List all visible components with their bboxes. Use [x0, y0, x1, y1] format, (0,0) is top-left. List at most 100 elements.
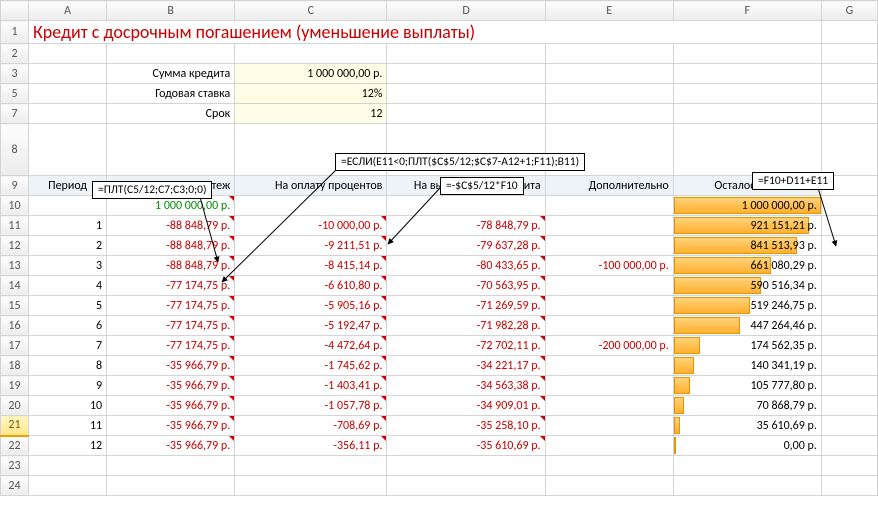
col-header-D[interactable]: D [387, 1, 545, 21]
cell-interest[interactable]: -10 000,00 р. [235, 216, 387, 236]
cell-payment[interactable]: -88 848,79 р. [107, 216, 235, 236]
cell-payment[interactable]: -77 174,75 р. [107, 336, 235, 356]
cell-period[interactable]: 9 [29, 376, 107, 396]
row-header-21[interactable]: 21 [1, 416, 29, 436]
cell[interactable] [673, 124, 821, 176]
cell[interactable] [387, 84, 545, 104]
cell-remaining[interactable]: 105 777,80 р. [673, 376, 821, 396]
cell[interactable] [387, 64, 545, 84]
cell-principal[interactable]: -80 433,65 р. [387, 256, 545, 276]
cell[interactable] [821, 124, 877, 176]
cell-period[interactable]: 10 [29, 396, 107, 416]
cell-period[interactable]: 1 [29, 216, 107, 236]
cell[interactable] [545, 476, 673, 496]
spreadsheet-grid[interactable]: A B C D E F G 1Кредит с досрочным погаше… [0, 0, 878, 496]
cell[interactable] [29, 124, 107, 176]
col-header-E[interactable]: E [545, 1, 673, 21]
cell[interactable] [545, 64, 673, 84]
cell[interactable] [673, 104, 821, 124]
cell-remaining[interactable]: 70 868,79 р. [673, 396, 821, 416]
cell-extra[interactable] [545, 236, 673, 256]
cell[interactable] [821, 64, 877, 84]
cell-period[interactable]: 5 [29, 296, 107, 316]
cell-payment[interactable]: -77 174,75 р. [107, 316, 235, 336]
col-header-A[interactable]: A [29, 1, 107, 21]
cell-remaining[interactable]: 519 246,75 р. [673, 296, 821, 316]
row-header-11[interactable]: 11 [1, 216, 29, 236]
cell-payment[interactable]: -35 966,79 р. [107, 396, 235, 416]
cell-extra[interactable]: -100 000,00 р. [545, 256, 673, 276]
cell-payment[interactable]: -35 966,79 р. [107, 376, 235, 396]
cell-extra[interactable] [545, 396, 673, 416]
cell-interest[interactable]: -6 610,80 р. [235, 276, 387, 296]
cell-interest[interactable]: -356,11 р. [235, 436, 387, 456]
cell-interest[interactable]: -5 192,47 р. [235, 316, 387, 336]
row-header-10[interactable]: 10 [1, 196, 29, 216]
row-header-2[interactable]: 2 [1, 44, 29, 64]
cell[interactable] [29, 44, 107, 64]
row-header-19[interactable]: 19 [1, 376, 29, 396]
cell-interest[interactable]: -1 057,78 р. [235, 396, 387, 416]
cell[interactable] [821, 44, 877, 64]
row-header-8[interactable]: 8 [1, 124, 29, 176]
row-header-23[interactable]: 23 [1, 456, 29, 476]
col-header-F[interactable]: F [673, 1, 821, 21]
cell[interactable] [387, 456, 545, 476]
cell-period[interactable]: 6 [29, 316, 107, 336]
sheet-title[interactable]: Кредит с досрочным погашением (уменьшени… [29, 21, 822, 44]
cell[interactable] [387, 104, 545, 124]
cell-remaining[interactable]: 447 264,46 р. [673, 316, 821, 336]
cell[interactable] [673, 476, 821, 496]
cell-extra[interactable] [545, 216, 673, 236]
cell-interest[interactable]: -1 745,62 р. [235, 356, 387, 376]
cell-principal[interactable]: -35 610,69 р. [387, 436, 545, 456]
cell-extra[interactable] [545, 296, 673, 316]
row-header-22[interactable]: 22 [1, 436, 29, 456]
cell-payment[interactable]: -35 966,79 р. [107, 436, 235, 456]
cell-principal[interactable]: -71 269,59 р. [387, 296, 545, 316]
cell-period[interactable]: 11 [29, 416, 107, 436]
cell[interactable] [821, 84, 877, 104]
cell-remaining[interactable]: 174 562,35 р. [673, 336, 821, 356]
cell-remaining[interactable]: 35 610,69 р. [673, 416, 821, 436]
cell[interactable] [821, 476, 877, 496]
cell-extra[interactable] [545, 436, 673, 456]
cell-remaining[interactable]: 590 516,34 р. [673, 276, 821, 296]
cell[interactable] [107, 476, 235, 496]
cell[interactable] [235, 44, 387, 64]
cell[interactable] [821, 104, 877, 124]
cell-extra[interactable] [545, 376, 673, 396]
row-header-24[interactable]: 24 [1, 476, 29, 496]
cell[interactable] [235, 456, 387, 476]
cell-period[interactable]: 8 [29, 356, 107, 376]
row-header-1[interactable]: 1 [1, 21, 29, 44]
cell-interest[interactable]: -1 403,41 р. [235, 376, 387, 396]
cell[interactable] [821, 456, 877, 476]
input-term[interactable]: 12 [235, 104, 387, 124]
input-sum[interactable]: 1 000 000,00 р. [235, 64, 387, 84]
cell[interactable] [387, 476, 545, 496]
cell[interactable] [673, 84, 821, 104]
cell[interactable] [29, 456, 107, 476]
cell[interactable] [545, 44, 673, 64]
cell-period[interactable]: 7 [29, 336, 107, 356]
cell-payment[interactable]: -88 848,79 р. [107, 256, 235, 276]
cell-period[interactable]: 3 [29, 256, 107, 276]
cell[interactable] [673, 44, 821, 64]
cell-remaining[interactable]: 1 000 000,00 р. [673, 196, 821, 216]
row-header-9[interactable]: 9 [1, 176, 29, 196]
label-term[interactable]: Срок [107, 104, 235, 124]
cell-interest[interactable]: -5 905,16 р. [235, 296, 387, 316]
cell-extra[interactable]: -200 000,00 р. [545, 336, 673, 356]
cell-principal[interactable]: -34 221,17 р. [387, 356, 545, 376]
cell-extra[interactable] [545, 416, 673, 436]
row-header-15[interactable]: 15 [1, 296, 29, 316]
cell-principal[interactable]: -70 563,95 р. [387, 276, 545, 296]
cell[interactable] [107, 456, 235, 476]
cell[interactable] [545, 456, 673, 476]
cell-principal[interactable]: -34 563,38 р. [387, 376, 545, 396]
row-header-5[interactable]: 5 [1, 84, 29, 104]
cell-interest[interactable]: -4 472,64 р. [235, 336, 387, 356]
row-header-13[interactable]: 13 [1, 256, 29, 276]
cell-remaining[interactable]: 661 080,29 р. [673, 256, 821, 276]
